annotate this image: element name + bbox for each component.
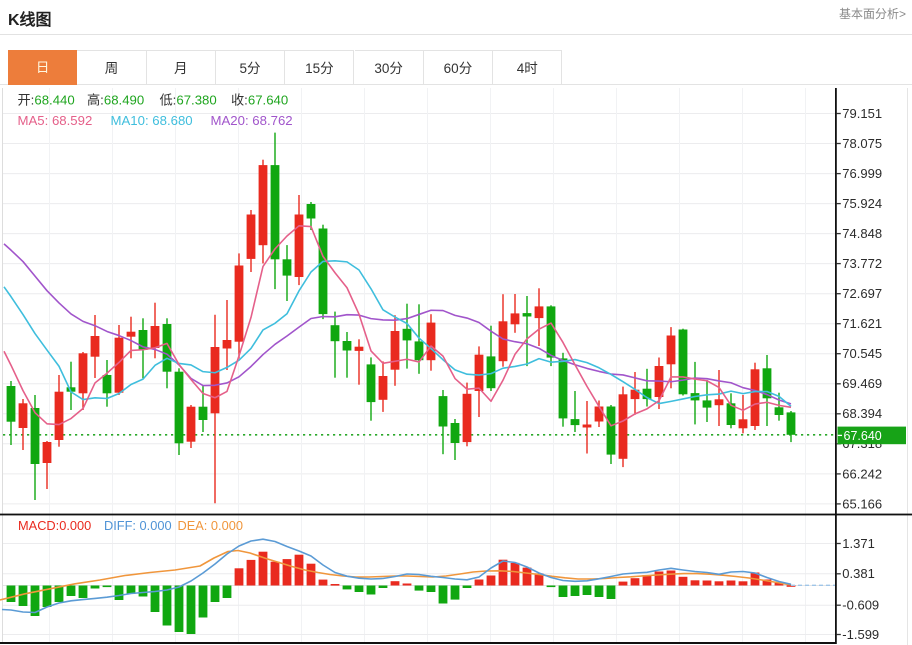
svg-text:68.394: 68.394	[842, 406, 882, 421]
svg-text:76.999: 76.999	[842, 166, 882, 181]
svg-text:66.242: 66.242	[842, 466, 882, 481]
svg-text:69.469: 69.469	[842, 376, 882, 391]
svg-text:-0.609: -0.609	[842, 598, 879, 613]
svg-text:-1.599: -1.599	[842, 627, 879, 642]
svg-text:78.075: 78.075	[842, 136, 882, 151]
svg-text:73.772: 73.772	[842, 256, 882, 271]
svg-text:74.848: 74.848	[842, 226, 882, 241]
svg-text:1.371: 1.371	[842, 536, 875, 551]
svg-text:70.545: 70.545	[842, 346, 882, 361]
svg-text:72.697: 72.697	[842, 286, 882, 301]
svg-text:71.621: 71.621	[842, 316, 882, 331]
svg-text:79.151: 79.151	[842, 106, 882, 121]
svg-text:65.166: 65.166	[842, 496, 882, 511]
svg-text:0.381: 0.381	[842, 566, 875, 581]
svg-text:67.640: 67.640	[844, 429, 882, 443]
svg-text:75.924: 75.924	[842, 196, 882, 211]
